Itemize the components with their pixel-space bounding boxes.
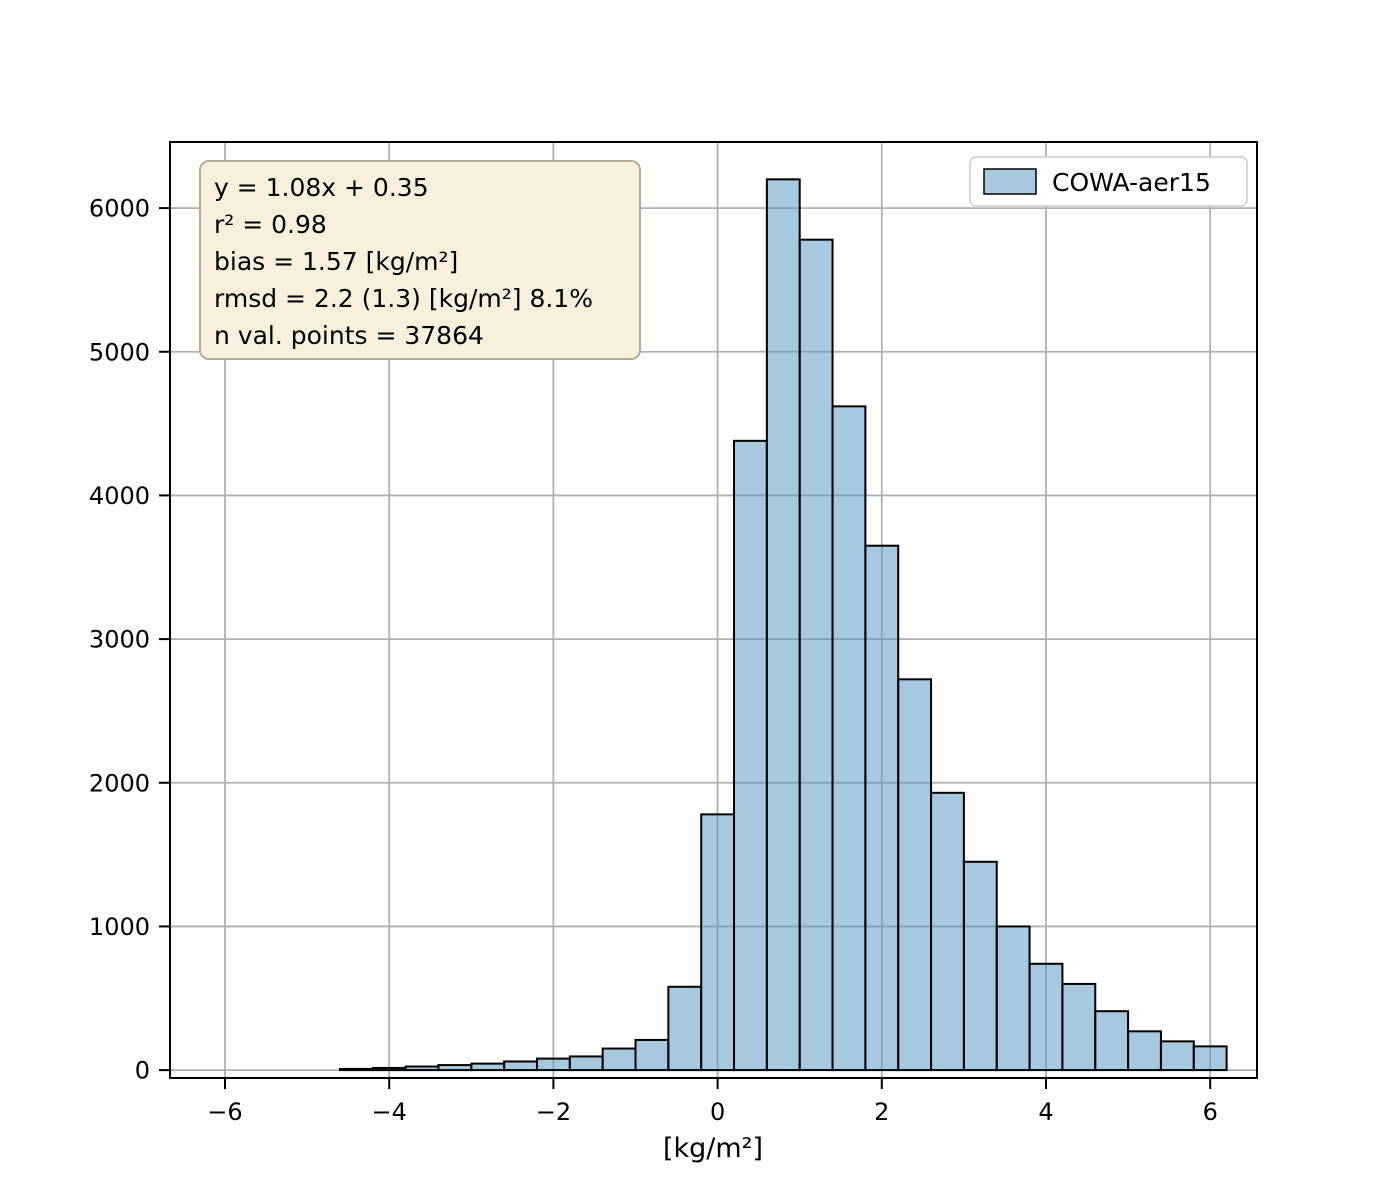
histogram-bar [371,1066,407,1072]
x-tick-label: 2 [874,1098,889,1126]
histogram-bar [864,544,900,1072]
y-tick-label: 1000 [89,913,150,941]
x-tick-labels: −6 −4 −2 0 2 4 6 [207,1098,1218,1126]
legend-swatch [983,168,1037,195]
annotation-line: bias = 1.57 [kg/m²] [214,247,458,276]
histogram-bar [404,1065,440,1072]
histogram-bar [1028,962,1064,1072]
x-tick-label: −2 [536,1098,571,1126]
histogram-bar [700,813,736,1072]
histogram-bar [1127,1030,1162,1072]
y-tick-label: 3000 [89,626,150,654]
plot-border [169,141,1258,1079]
histogram-bar [470,1062,506,1072]
histogram-bar [601,1047,637,1072]
legend: COWA-aer15 [969,156,1248,207]
annotation-line: r² = 0.98 [214,210,327,239]
histogram-bar [667,985,703,1072]
y-tick-label: 2000 [89,769,150,797]
histogram-bar [1159,1040,1195,1072]
histogram-bar [962,860,998,1072]
y-tick-label: 4000 [89,482,150,510]
y-tick-label: 5000 [89,338,150,366]
y-tick-label: 6000 [89,195,150,223]
y-tick-labels: 0 1000 2000 3000 4000 5000 6000 [89,195,150,1085]
histogram-bar [503,1060,538,1072]
histogram-bar [798,238,834,1072]
x-tick-label: 4 [1038,1098,1053,1126]
histogram-bar [930,791,965,1072]
x-tick-label: −4 [372,1098,407,1126]
histogram-bars [338,178,1228,1072]
legend-label: COWA-aer15 [1052,168,1211,197]
histogram-bar [1094,1010,1130,1072]
histogram-bar [338,1067,374,1072]
annotation-line: n val. points = 37864 [214,321,484,350]
histogram-bar [897,678,933,1072]
histogram-bar [535,1057,571,1072]
histogram-bar [733,439,768,1072]
histogram-bar [831,405,867,1072]
y-tick-label: 0 [135,1057,150,1085]
annotation-line: y = 1.08x + 0.35 [214,173,429,202]
histogram-bar [437,1064,473,1072]
annotation-lines: y = 1.08x + 0.35 r² = 0.98 bias = 1.57 [kg… [214,173,593,350]
histogram-bar [568,1055,604,1072]
annotation-box: y = 1.08x + 0.35 r² = 0.98 bias = 1.57 [kg… [199,160,641,360]
axis-tick-marks [159,207,1212,1089]
x-tick-label: 0 [710,1098,725,1126]
histogram-bar [1192,1045,1228,1072]
histogram-bar [634,1038,670,1072]
x-axis-label: [kg/m²] [663,1133,763,1164]
x-tick-label: −6 [207,1098,242,1126]
histogram-bar [1061,982,1097,1072]
histogram-bar [995,925,1031,1072]
x-tick-label: 6 [1203,1098,1218,1126]
legend-box [969,156,1248,207]
annotation-box-bg [199,160,641,360]
annotation-line: rmsd = 2.2 (1.3) [kg/m²] 8.1% [214,284,593,313]
histogram-bar [765,178,801,1072]
